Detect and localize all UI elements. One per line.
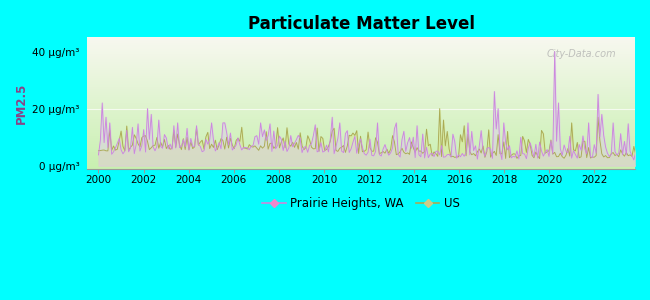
Legend: Prairie Heights, WA, US: Prairie Heights, WA, US <box>257 193 465 215</box>
Text: City-Data.com: City-Data.com <box>546 49 616 59</box>
Y-axis label: PM2.5: PM2.5 <box>15 82 28 124</box>
Title: Particulate Matter Level: Particulate Matter Level <box>248 15 474 33</box>
